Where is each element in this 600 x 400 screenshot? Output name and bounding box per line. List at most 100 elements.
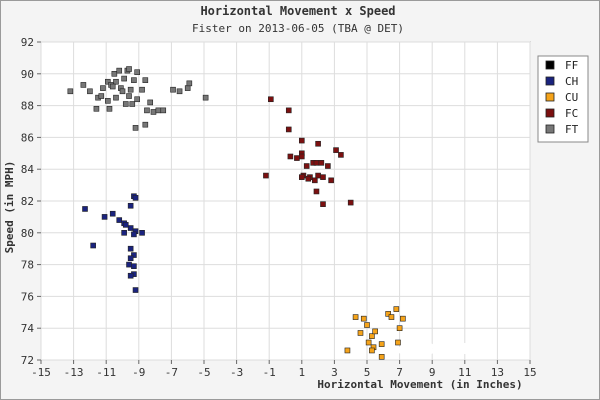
x-tick-label: -7 (165, 366, 178, 379)
data-point-fc (298, 174, 305, 180)
data-points (67, 66, 406, 360)
legend-label-cu: CU (565, 91, 578, 104)
data-point-fc (333, 147, 339, 153)
data-point-ft (127, 86, 134, 93)
x-axis-ticks: -15 -13 -11 -9 -7 -5 -3 -1 1 3 5 7 9 11 13 15 (31, 360, 537, 379)
data-point-ch (116, 217, 123, 223)
data-point-ft (131, 77, 137, 83)
data-point-ch (131, 231, 137, 238)
legend-swatch-fc (545, 108, 555, 118)
data-point-fc (315, 140, 321, 147)
data-point-ft (142, 77, 149, 83)
x-axis-label: Horizontal Movement (in Inches) (317, 378, 522, 391)
legend-label-fc: FC (565, 107, 578, 120)
data-point-ft (119, 88, 126, 95)
data-point-ft (105, 78, 111, 85)
data-point-ch (131, 252, 137, 258)
data-point-cu (393, 306, 400, 312)
y-tick-label: 92 (21, 36, 34, 49)
data-point-ft (150, 109, 157, 115)
x-tick-label: 5 (364, 366, 371, 379)
y-tick-label: 84 (21, 163, 35, 176)
data-point-cu (385, 311, 391, 317)
data-point-fc (320, 201, 326, 207)
data-point-ft (100, 85, 106, 91)
legend-swatch-ff (545, 60, 555, 70)
data-point-ch (139, 230, 145, 236)
data-point-ch (127, 272, 134, 279)
data-point-ft (186, 80, 193, 87)
data-point-ch (131, 263, 137, 269)
data-point-fc (318, 160, 325, 166)
series-cu (344, 306, 406, 360)
data-point-ft (109, 83, 116, 90)
data-point-fc (294, 155, 300, 161)
data-point-ch (127, 255, 134, 262)
data-point-ch (127, 245, 134, 252)
data-point-ft (129, 101, 136, 107)
data-point-ft (111, 71, 118, 77)
data-point-ft (122, 101, 129, 107)
data-point-ft (160, 107, 167, 114)
series-ft (67, 66, 209, 131)
data-point-ch (121, 230, 127, 236)
data-point-fc (313, 160, 320, 166)
data-point-fc (305, 175, 312, 182)
data-point-ft (67, 88, 74, 95)
data-point-ft (155, 107, 162, 114)
legend-label-ff: FF (565, 59, 578, 72)
data-point-ft (132, 125, 139, 131)
data-point-fc (312, 177, 318, 184)
chart-subtitle: Fister on 2013-06-05 (TBA @ DET) (192, 22, 404, 35)
y-tick-label: 82 (21, 195, 34, 208)
x-tick-label: -15 (31, 366, 51, 379)
data-point-fc (285, 107, 292, 114)
data-point-fc (263, 172, 269, 179)
data-point-fc (303, 163, 310, 169)
data-point-ch (101, 214, 108, 220)
data-point-ft (87, 88, 93, 95)
series-ch (82, 193, 145, 293)
data-point-ft (113, 78, 119, 85)
y-axis-label: Speed (in MPH) (3, 161, 16, 254)
data-point-cu (395, 339, 401, 346)
data-point-ft (134, 69, 140, 76)
data-point-fc (268, 96, 274, 103)
data-point-cu (360, 315, 367, 322)
data-point-fc (315, 172, 321, 179)
x-tick-label: -9 (132, 366, 145, 379)
x-tick-label: 13 (491, 366, 504, 379)
data-point-cu (400, 315, 406, 322)
data-point-ch (132, 195, 139, 201)
legend-label-ft: FT (565, 123, 579, 136)
data-point-ft (202, 94, 209, 101)
x-tick-label: -11 (96, 366, 116, 379)
x-tick-label: -3 (230, 366, 243, 379)
data-point-cu (369, 347, 375, 354)
data-point-ft (142, 121, 149, 128)
data-point-ch (90, 242, 96, 249)
x-tick-label: -1 (263, 366, 276, 379)
legend: FF CH CU FC FT (537, 55, 589, 143)
series-fc (263, 96, 354, 207)
data-point-ft (170, 86, 176, 93)
data-point-cu (396, 325, 403, 332)
legend-swatch-cu (545, 92, 555, 102)
data-point-ft (98, 93, 105, 99)
data-point-cu (378, 354, 385, 360)
chart-title: Horizontal Movement x Speed (200, 4, 395, 18)
data-point-fc (338, 152, 344, 158)
y-tick-label: 78 (21, 259, 34, 272)
data-point-ft (105, 98, 111, 104)
data-point-ch (109, 210, 116, 217)
data-point-fc (313, 188, 320, 195)
data-point-ch (122, 222, 129, 228)
data-point-fc (325, 163, 331, 169)
data-point-ft (134, 96, 140, 103)
data-point-cu (388, 314, 395, 320)
data-point-fc (287, 153, 294, 160)
data-point-fc (298, 153, 305, 160)
data-point-cu (344, 347, 351, 354)
data-point-ft (106, 105, 113, 112)
data-point-cu (369, 333, 375, 339)
